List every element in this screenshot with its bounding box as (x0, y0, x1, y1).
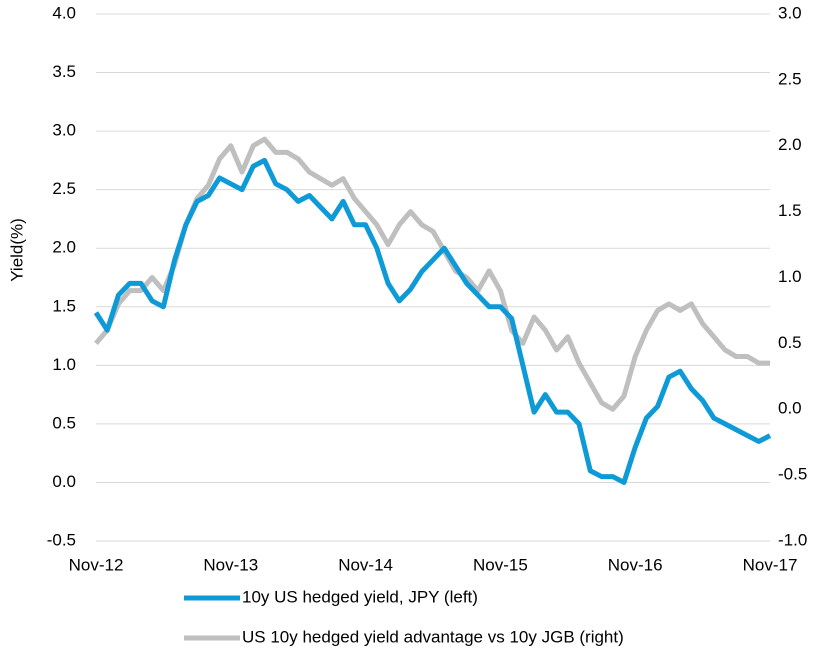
y-axis-label: Yield(%) (7, 218, 26, 282)
x-tick-label: Nov-13 (203, 555, 258, 574)
legend-label: US 10y hedged yield advantage vs 10y JGB… (242, 627, 624, 646)
y2-tick-label: 0.0 (778, 399, 802, 418)
y-tick-label: 2.0 (52, 238, 76, 257)
y-tick-label: -0.5 (47, 530, 76, 549)
y-tick-label: 3.0 (52, 121, 76, 140)
y2-tick-label: 1.5 (778, 201, 802, 220)
y-tick-label: 0.0 (52, 472, 76, 491)
x-tick-label: Nov-14 (338, 555, 393, 574)
y-tick-label: 1.5 (52, 296, 76, 315)
x-tick-label: Nov-12 (69, 555, 124, 574)
y2-tick-label: 1.0 (778, 267, 802, 286)
y-tick-label: 4.0 (52, 3, 76, 22)
y2-tick-label: 3.0 (778, 3, 802, 22)
y2-tick-label: -0.5 (778, 465, 807, 484)
series-line (93, 157, 772, 485)
series-line (94, 136, 770, 412)
y2-tick-label: 2.0 (778, 135, 802, 154)
y-tick-label: 3.5 (52, 62, 76, 81)
legend-label: 10y US hedged yield, JPY (left) (242, 587, 478, 606)
y2-tick-label: 0.5 (778, 333, 802, 352)
x-tick-label: Nov-17 (743, 555, 798, 574)
y-tick-label: 0.5 (52, 413, 76, 432)
y2-tick-label: -1.0 (778, 530, 807, 549)
y-tick-label: 1.0 (52, 355, 76, 374)
y2-tick-label: 2.5 (778, 69, 802, 88)
x-tick-label: Nov-16 (608, 555, 663, 574)
y-tick-label: 2.5 (52, 179, 76, 198)
x-tick-label: Nov-15 (473, 555, 528, 574)
